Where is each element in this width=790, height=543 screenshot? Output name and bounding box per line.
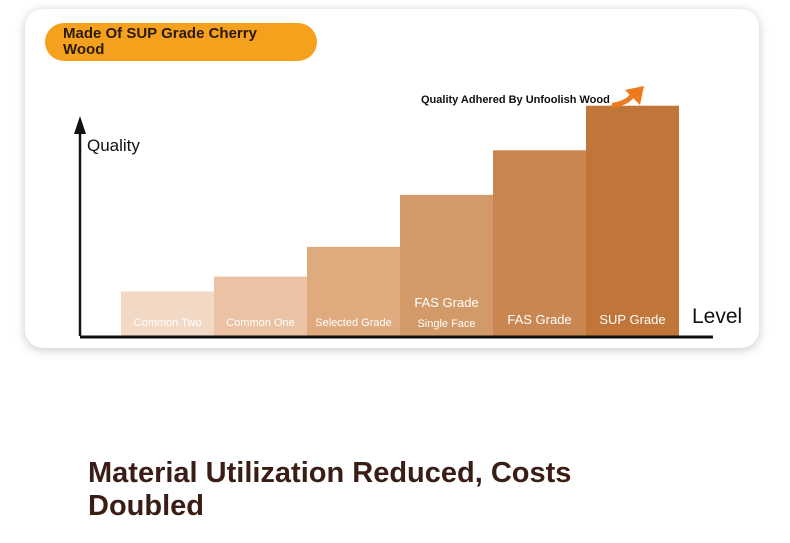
y-axis-arrow <box>74 116 86 134</box>
bar-5 <box>493 150 586 336</box>
tick-label: Selected Grade <box>315 317 391 329</box>
tick-label: Common One <box>226 317 294 329</box>
headline: Material Utilization Reduced, Costs Doub… <box>88 457 572 522</box>
tick-label: FAS Grade <box>507 312 571 327</box>
y-axis-label: Quality <box>87 136 140 155</box>
chart-annotation: Quality Adhered By Unfoolish Wood <box>421 94 610 106</box>
tick-label: SUP Grade <box>599 312 665 327</box>
x-axis-label: Level <box>692 305 742 328</box>
bar-4 <box>400 194 493 336</box>
banner-text: Made Of SUP Grade Cherry Wood <box>63 25 257 58</box>
bar-2 <box>214 276 307 336</box>
banner-pill <box>45 23 317 61</box>
curved-arrow-head <box>625 86 644 105</box>
bar-3 <box>307 246 400 336</box>
tick-label: FAS Grade <box>414 295 478 310</box>
bar-1 <box>121 291 214 336</box>
bar-6 <box>586 105 679 336</box>
tick-label: Common Two <box>134 317 202 329</box>
tick-label: Single Face <box>417 318 475 330</box>
